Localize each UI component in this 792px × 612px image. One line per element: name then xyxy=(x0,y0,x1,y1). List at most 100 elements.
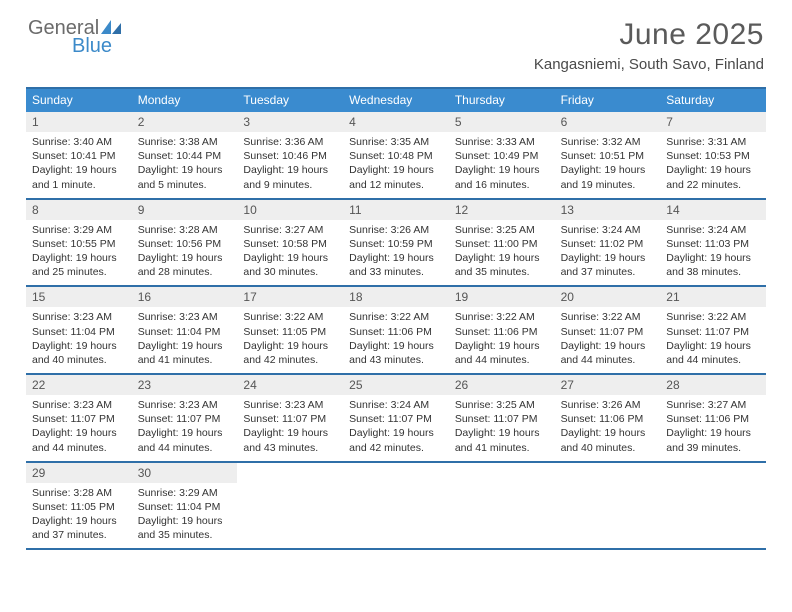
sunrise-line: Sunrise: 3:27 AM xyxy=(243,223,337,237)
calendar-cell: 8Sunrise: 3:29 AMSunset: 10:55 PMDayligh… xyxy=(26,200,132,286)
sunset-line: Sunset: 10:51 PM xyxy=(561,149,655,163)
calendar-cell: 7Sunrise: 3:31 AMSunset: 10:53 PMDayligh… xyxy=(660,112,766,198)
sunset-line: Sunset: 11:06 PM xyxy=(666,412,760,426)
calendar-cell xyxy=(237,463,343,549)
daylight-line: Daylight: 19 hours and 25 minutes. xyxy=(32,251,126,279)
day-number: 30 xyxy=(132,463,238,483)
daylight-line: Daylight: 19 hours and 35 minutes. xyxy=(138,514,232,542)
day-number: 17 xyxy=(237,287,343,307)
day-number: 1 xyxy=(26,112,132,132)
day-number: 3 xyxy=(237,112,343,132)
sunset-line: Sunset: 11:04 PM xyxy=(32,325,126,339)
day-details: Sunrise: 3:23 AMSunset: 11:07 PMDaylight… xyxy=(26,395,132,461)
daylight-line: Daylight: 19 hours and 44 minutes. xyxy=(666,339,760,367)
day-number: 10 xyxy=(237,200,343,220)
calendar-cell: 29Sunrise: 3:28 AMSunset: 11:05 PMDaylig… xyxy=(26,463,132,549)
sunrise-line: Sunrise: 3:28 AM xyxy=(138,223,232,237)
calendar-cell: 10Sunrise: 3:27 AMSunset: 10:58 PMDaylig… xyxy=(237,200,343,286)
sunrise-line: Sunrise: 3:29 AM xyxy=(138,486,232,500)
sunset-line: Sunset: 11:04 PM xyxy=(138,325,232,339)
calendar-cell: 18Sunrise: 3:22 AMSunset: 11:06 PMDaylig… xyxy=(343,287,449,373)
calendar: SundayMondayTuesdayWednesdayThursdayFrid… xyxy=(26,87,766,550)
day-details: Sunrise: 3:23 AMSunset: 11:07 PMDaylight… xyxy=(132,395,238,461)
day-details: Sunrise: 3:24 AMSunset: 11:07 PMDaylight… xyxy=(343,395,449,461)
day-details: Sunrise: 3:35 AMSunset: 10:48 PMDaylight… xyxy=(343,132,449,198)
day-details: Sunrise: 3:28 AMSunset: 11:05 PMDaylight… xyxy=(26,483,132,549)
sunrise-line: Sunrise: 3:26 AM xyxy=(349,223,443,237)
day-number: 27 xyxy=(555,375,661,395)
day-details: Sunrise: 3:33 AMSunset: 10:49 PMDaylight… xyxy=(449,132,555,198)
sunrise-line: Sunrise: 3:31 AM xyxy=(666,135,760,149)
sunrise-line: Sunrise: 3:22 AM xyxy=(243,310,337,324)
sunrise-line: Sunrise: 3:22 AM xyxy=(349,310,443,324)
day-details: Sunrise: 3:26 AMSunset: 11:06 PMDaylight… xyxy=(555,395,661,461)
sunrise-line: Sunrise: 3:25 AM xyxy=(455,223,549,237)
day-number: 9 xyxy=(132,200,238,220)
sunset-line: Sunset: 11:06 PM xyxy=(561,412,655,426)
daylight-line: Daylight: 19 hours and 33 minutes. xyxy=(349,251,443,279)
day-number: 11 xyxy=(343,200,449,220)
daylight-line: Daylight: 19 hours and 43 minutes. xyxy=(349,339,443,367)
sunset-line: Sunset: 11:02 PM xyxy=(561,237,655,251)
header: General Blue June 2025 Kangasniemi, Sout… xyxy=(0,0,792,77)
sunrise-line: Sunrise: 3:38 AM xyxy=(138,135,232,149)
calendar-cell: 11Sunrise: 3:26 AMSunset: 10:59 PMDaylig… xyxy=(343,200,449,286)
day-number: 12 xyxy=(449,200,555,220)
day-number: 28 xyxy=(660,375,766,395)
calendar-cell: 2Sunrise: 3:38 AMSunset: 10:44 PMDayligh… xyxy=(132,112,238,198)
daylight-line: Daylight: 19 hours and 37 minutes. xyxy=(32,514,126,542)
day-details: Sunrise: 3:31 AMSunset: 10:53 PMDaylight… xyxy=(660,132,766,198)
calendar-cell: 26Sunrise: 3:25 AMSunset: 11:07 PMDaylig… xyxy=(449,375,555,461)
sunrise-line: Sunrise: 3:22 AM xyxy=(561,310,655,324)
week-row: 22Sunrise: 3:23 AMSunset: 11:07 PMDaylig… xyxy=(26,375,766,463)
daylight-line: Daylight: 19 hours and 44 minutes. xyxy=(561,339,655,367)
daylight-line: Daylight: 19 hours and 43 minutes. xyxy=(243,426,337,454)
day-details: Sunrise: 3:29 AMSunset: 11:04 PMDaylight… xyxy=(132,483,238,549)
calendar-cell: 14Sunrise: 3:24 AMSunset: 11:03 PMDaylig… xyxy=(660,200,766,286)
sunset-line: Sunset: 11:06 PM xyxy=(455,325,549,339)
daylight-line: Daylight: 19 hours and 16 minutes. xyxy=(455,163,549,191)
month-title: June 2025 xyxy=(534,18,764,52)
day-details: Sunrise: 3:25 AMSunset: 11:07 PMDaylight… xyxy=(449,395,555,461)
day-header: Sunday xyxy=(26,89,132,112)
day-details: Sunrise: 3:22 AMSunset: 11:06 PMDaylight… xyxy=(343,307,449,373)
day-number: 6 xyxy=(555,112,661,132)
calendar-cell: 9Sunrise: 3:28 AMSunset: 10:56 PMDayligh… xyxy=(132,200,238,286)
calendar-cell: 24Sunrise: 3:23 AMSunset: 11:07 PMDaylig… xyxy=(237,375,343,461)
day-details: Sunrise: 3:25 AMSunset: 11:00 PMDaylight… xyxy=(449,220,555,286)
calendar-cell: 17Sunrise: 3:22 AMSunset: 11:05 PMDaylig… xyxy=(237,287,343,373)
day-number: 18 xyxy=(343,287,449,307)
day-number: 19 xyxy=(449,287,555,307)
sunset-line: Sunset: 10:48 PM xyxy=(349,149,443,163)
calendar-cell: 30Sunrise: 3:29 AMSunset: 11:04 PMDaylig… xyxy=(132,463,238,549)
daylight-line: Daylight: 19 hours and 41 minutes. xyxy=(455,426,549,454)
day-details: Sunrise: 3:32 AMSunset: 10:51 PMDaylight… xyxy=(555,132,661,198)
sunset-line: Sunset: 10:58 PM xyxy=(243,237,337,251)
day-details: Sunrise: 3:23 AMSunset: 11:04 PMDaylight… xyxy=(26,307,132,373)
day-number: 24 xyxy=(237,375,343,395)
day-number: 20 xyxy=(555,287,661,307)
sunset-line: Sunset: 10:41 PM xyxy=(32,149,126,163)
weeks-container: 1Sunrise: 3:40 AMSunset: 10:41 PMDayligh… xyxy=(26,112,766,550)
sunrise-line: Sunrise: 3:35 AM xyxy=(349,135,443,149)
day-details: Sunrise: 3:28 AMSunset: 10:56 PMDaylight… xyxy=(132,220,238,286)
sunset-line: Sunset: 11:07 PM xyxy=(349,412,443,426)
calendar-cell: 3Sunrise: 3:36 AMSunset: 10:46 PMDayligh… xyxy=(237,112,343,198)
sunrise-line: Sunrise: 3:23 AM xyxy=(138,310,232,324)
sunrise-line: Sunrise: 3:33 AM xyxy=(455,135,549,149)
day-header: Thursday xyxy=(449,89,555,112)
sunrise-line: Sunrise: 3:24 AM xyxy=(349,398,443,412)
day-details: Sunrise: 3:22 AMSunset: 11:07 PMDaylight… xyxy=(660,307,766,373)
calendar-cell: 12Sunrise: 3:25 AMSunset: 11:00 PMDaylig… xyxy=(449,200,555,286)
daylight-line: Daylight: 19 hours and 44 minutes. xyxy=(32,426,126,454)
daylight-line: Daylight: 19 hours and 1 minute. xyxy=(32,163,126,191)
daylight-line: Daylight: 19 hours and 39 minutes. xyxy=(666,426,760,454)
sunset-line: Sunset: 11:07 PM xyxy=(138,412,232,426)
calendar-cell: 28Sunrise: 3:27 AMSunset: 11:06 PMDaylig… xyxy=(660,375,766,461)
day-number: 22 xyxy=(26,375,132,395)
day-number: 4 xyxy=(343,112,449,132)
day-details: Sunrise: 3:22 AMSunset: 11:06 PMDaylight… xyxy=(449,307,555,373)
calendar-cell: 5Sunrise: 3:33 AMSunset: 10:49 PMDayligh… xyxy=(449,112,555,198)
week-row: 8Sunrise: 3:29 AMSunset: 10:55 PMDayligh… xyxy=(26,200,766,288)
sunset-line: Sunset: 11:07 PM xyxy=(243,412,337,426)
